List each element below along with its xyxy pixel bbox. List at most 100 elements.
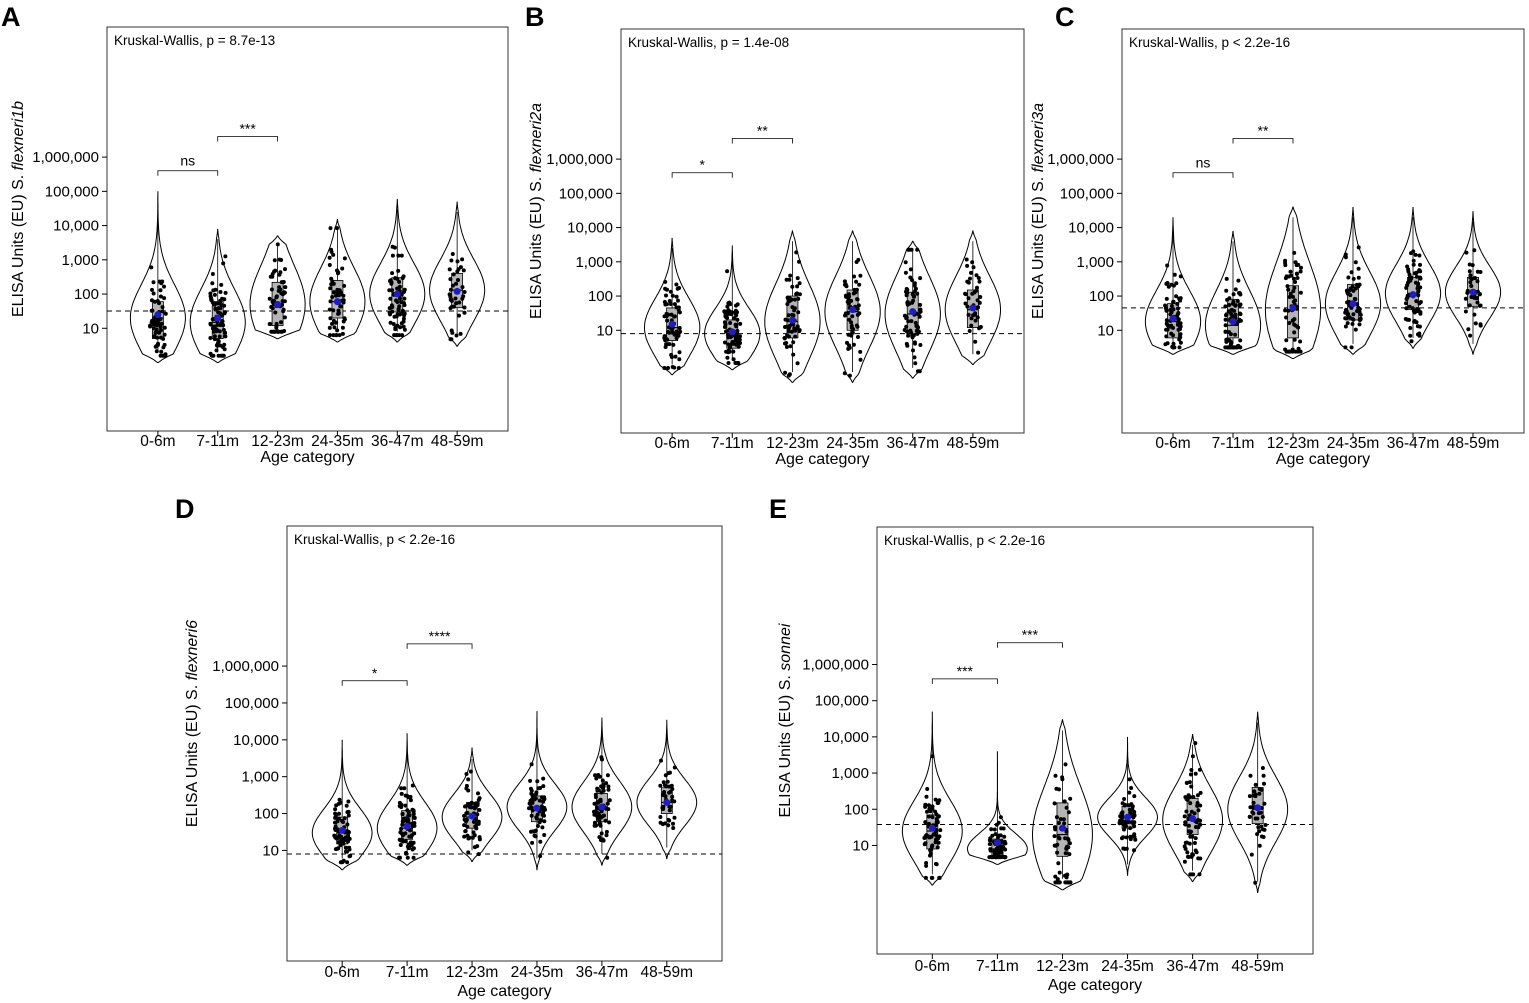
data-point xyxy=(677,357,682,362)
data-point xyxy=(849,323,854,328)
data-point xyxy=(674,305,679,310)
data-point xyxy=(1343,345,1348,350)
group-12-23m xyxy=(249,235,306,340)
significance-label: *** xyxy=(1022,627,1039,643)
data-point xyxy=(335,268,339,273)
data-point xyxy=(855,306,860,311)
data-point xyxy=(1225,345,1230,350)
data-point xyxy=(1174,294,1179,299)
data-point xyxy=(223,254,228,259)
data-point xyxy=(736,341,741,346)
data-point xyxy=(1248,805,1253,810)
x-tick-label: 12-23m xyxy=(1036,958,1089,975)
data-point xyxy=(1467,269,1472,274)
violin xyxy=(429,201,486,347)
data-point xyxy=(678,329,683,334)
group-48-59m xyxy=(429,201,486,347)
data-point xyxy=(911,333,916,338)
data-point xyxy=(1178,274,1183,279)
data-point xyxy=(281,309,286,314)
data-point xyxy=(216,301,221,306)
data-point xyxy=(668,289,673,294)
data-point xyxy=(1292,322,1297,327)
data-point xyxy=(934,862,939,867)
data-point xyxy=(401,324,406,329)
data-point xyxy=(396,253,401,258)
data-point xyxy=(280,299,285,304)
data-point xyxy=(216,310,221,315)
data-point xyxy=(1465,288,1470,293)
data-point xyxy=(333,807,338,812)
violin xyxy=(309,219,366,343)
data-point xyxy=(160,279,165,284)
y-tick-label: 100 xyxy=(844,801,869,818)
data-point xyxy=(977,279,982,284)
group-48-59m xyxy=(1227,711,1289,893)
data-point xyxy=(924,861,929,865)
violin xyxy=(1384,206,1442,349)
data-point xyxy=(157,330,162,335)
data-point xyxy=(1062,821,1067,826)
data-point xyxy=(783,325,787,329)
data-point xyxy=(788,344,793,349)
data-point xyxy=(328,333,332,338)
data-point xyxy=(1192,811,1197,816)
data-point xyxy=(149,298,154,303)
data-point xyxy=(977,300,982,305)
data-point xyxy=(279,291,284,296)
data-point xyxy=(675,286,680,291)
data-point xyxy=(1171,307,1176,312)
data-point xyxy=(667,299,672,303)
data-point xyxy=(905,329,909,334)
x-tick-label: 24-35m xyxy=(511,964,564,981)
data-point xyxy=(1291,294,1295,299)
data-point xyxy=(926,814,931,819)
data-point xyxy=(275,242,280,247)
data-point xyxy=(1344,307,1348,312)
data-point xyxy=(1130,804,1135,809)
y-axis-title: ELISA Units (EU) S. flexneri3a xyxy=(1030,103,1047,319)
data-point xyxy=(672,365,677,370)
data-point xyxy=(904,341,909,346)
data-point xyxy=(208,322,213,327)
data-point xyxy=(347,854,352,859)
mean-point xyxy=(1254,804,1262,812)
violin xyxy=(1264,206,1322,359)
data-point xyxy=(1353,327,1358,332)
data-point xyxy=(1345,312,1350,317)
group-7-11m xyxy=(966,751,1028,865)
data-point xyxy=(155,335,159,340)
mean-point xyxy=(533,804,541,812)
data-point xyxy=(975,315,980,320)
mean-point xyxy=(668,320,676,328)
data-point xyxy=(975,285,979,290)
data-point xyxy=(908,267,913,272)
data-point xyxy=(1356,245,1361,250)
data-point xyxy=(855,324,860,329)
data-point xyxy=(1171,283,1176,288)
violin xyxy=(644,237,701,376)
data-point xyxy=(405,808,410,813)
data-point xyxy=(1052,825,1057,830)
data-point xyxy=(344,803,349,808)
data-point xyxy=(1259,787,1264,792)
kruskal-wallis-label: Kruskal-Wallis, p < 2.2e-16 xyxy=(1129,35,1290,50)
data-point xyxy=(1187,841,1192,846)
data-point xyxy=(1475,300,1480,305)
data-point xyxy=(917,369,922,374)
data-point xyxy=(731,357,736,362)
significance-label: *** xyxy=(239,120,256,136)
kruskal-wallis-label: Kruskal-Wallis, p < 2.2e-16 xyxy=(884,533,1045,548)
data-point xyxy=(340,325,345,330)
mean-point xyxy=(338,826,346,834)
data-point xyxy=(729,312,734,317)
x-tick-label: 7-11m xyxy=(1212,435,1255,452)
data-point xyxy=(977,326,982,331)
data-point xyxy=(1193,836,1198,841)
data-point xyxy=(1188,801,1193,806)
data-point xyxy=(475,812,480,817)
data-point xyxy=(659,758,663,763)
data-point xyxy=(593,773,597,778)
data-point xyxy=(1358,318,1362,322)
group-48-59m xyxy=(944,230,1001,365)
